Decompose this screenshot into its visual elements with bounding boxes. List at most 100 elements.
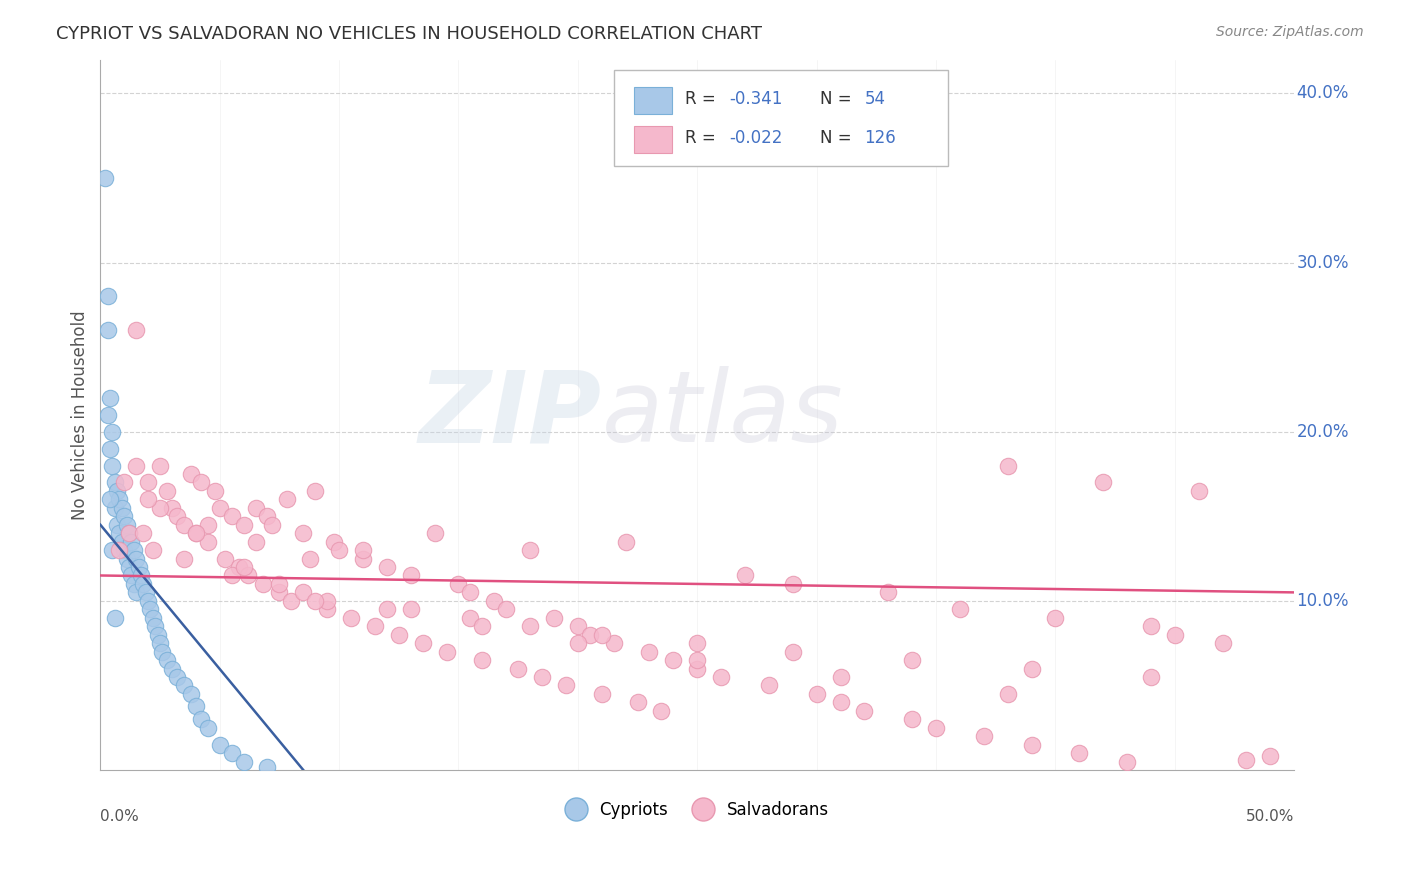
Point (626, 695, 648, 709)
Text: 10.0%: 10.0% (1296, 592, 1348, 610)
Point (149, 458, 172, 473)
Point (447, 577, 470, 591)
Point (208, 738, 231, 752)
Point (166, 509, 188, 524)
Point (232, 560, 254, 574)
Point (304, 483, 326, 498)
Text: -0.022: -0.022 (730, 128, 783, 147)
Point (1116, 755, 1139, 769)
Point (1021, 661, 1043, 675)
Point (650, 704, 672, 718)
Point (328, 543, 350, 558)
Point (1258, 749, 1281, 764)
Point (105, 517, 128, 532)
Point (495, 602, 517, 616)
Point (399, 602, 422, 616)
Point (98, 442, 121, 456)
Point (973, 729, 995, 743)
Point (98, 391, 121, 405)
Point (340, 611, 363, 625)
Point (316, 602, 339, 616)
Point (460, 611, 482, 625)
Point (104, 611, 127, 625)
Point (197, 517, 219, 532)
Point (412, 636, 434, 650)
Point (228, 560, 250, 574)
Point (120, 534, 142, 549)
Point (136, 594, 159, 608)
Point (160, 661, 183, 675)
Point (132, 526, 155, 541)
Point (214, 551, 236, 566)
Point (364, 619, 387, 633)
Point (460, 585, 482, 599)
Point (128, 560, 150, 574)
Point (143, 619, 166, 633)
Point (686, 653, 709, 667)
Point (292, 526, 315, 541)
Point (782, 577, 804, 591)
Point (602, 636, 624, 650)
Text: R =: R = (685, 90, 721, 108)
Point (877, 585, 900, 599)
Point (96, 323, 118, 337)
Point (269, 577, 291, 591)
Point (184, 526, 207, 541)
Point (122, 577, 145, 591)
Point (221, 509, 243, 524)
Point (197, 534, 219, 549)
Point (352, 543, 374, 558)
Point (925, 721, 948, 735)
Text: 20.0%: 20.0% (1296, 423, 1348, 441)
Point (142, 543, 165, 558)
Point (221, 746, 243, 760)
Point (591, 628, 613, 642)
Point (591, 687, 613, 701)
Text: ZIP: ZIP (419, 367, 602, 463)
Point (375, 602, 398, 616)
Point (112, 475, 135, 490)
Point (105, 483, 128, 498)
Point (190, 712, 212, 726)
Point (190, 475, 212, 490)
Point (578, 628, 600, 642)
Point (152, 644, 174, 658)
Point (132, 577, 155, 591)
Point (543, 611, 565, 625)
Point (662, 653, 685, 667)
Point (949, 602, 972, 616)
Point (519, 619, 541, 633)
Point (375, 560, 398, 574)
Point (115, 517, 138, 532)
Point (531, 670, 554, 684)
Point (125, 585, 148, 599)
Text: 50.0%: 50.0% (1246, 809, 1294, 824)
Point (436, 644, 458, 658)
Text: CYPRIOT VS SALVADORAN NO VEHICLES IN HOUSEHOLD CORRELATION CHART: CYPRIOT VS SALVADORAN NO VEHICLES IN HOU… (56, 25, 762, 43)
Point (1234, 753, 1257, 767)
Point (173, 678, 195, 692)
Point (710, 670, 733, 684)
Point (806, 687, 828, 701)
Point (129, 568, 152, 582)
Point (135, 585, 157, 599)
Point (323, 534, 346, 549)
Point (292, 585, 315, 599)
Point (471, 653, 494, 667)
Point (1211, 636, 1233, 650)
Point (125, 551, 148, 566)
Point (614, 534, 637, 549)
Legend: Cypriots, Salvadorans: Cypriots, Salvadorans (560, 794, 835, 826)
Point (125, 323, 148, 337)
Text: 30.0%: 30.0% (1296, 253, 1348, 271)
Point (1140, 670, 1163, 684)
Point (166, 670, 188, 684)
FancyBboxPatch shape (613, 70, 948, 166)
Point (245, 534, 267, 549)
Point (782, 644, 804, 658)
Point (156, 483, 179, 498)
Point (136, 492, 159, 507)
Point (830, 695, 852, 709)
Point (276, 492, 298, 507)
Point (686, 636, 709, 650)
